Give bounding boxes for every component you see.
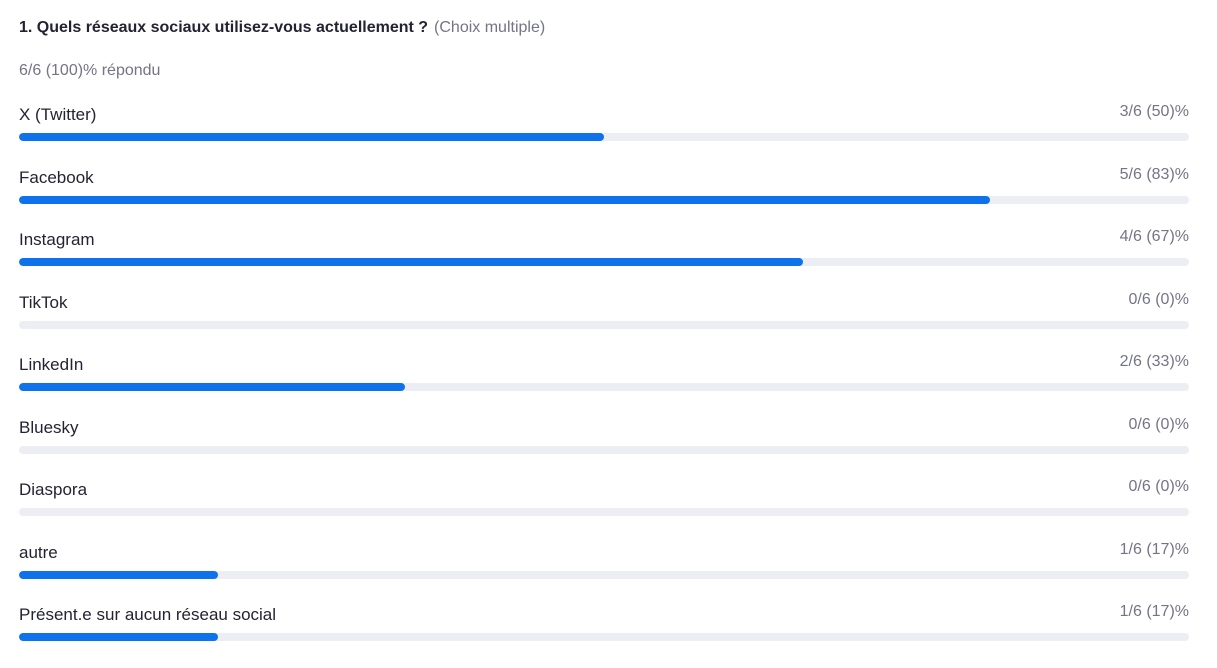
option-result: 1/6 (17)% (1119, 541, 1189, 558)
option-label: autre (19, 543, 58, 562)
poll-option: X (Twitter) 3/6 (50)% (19, 103, 1189, 148)
option-result: 1/6 (17)% (1119, 603, 1189, 620)
progress-track (19, 508, 1189, 516)
poll-option: Bluesky 0/6 (0)% (19, 416, 1189, 461)
option-result: 2/6 (33)% (1119, 353, 1189, 370)
progress-fill (19, 633, 218, 641)
option-result: 4/6 (67)% (1119, 228, 1189, 245)
poll-option: Diaspora 0/6 (0)% (19, 478, 1189, 523)
option-label: Présent.e sur aucun réseau social (19, 605, 277, 624)
progress-fill (19, 133, 604, 141)
progress-fill (19, 383, 406, 391)
poll-option: autre 1/6 (17)% (19, 541, 1189, 586)
poll-option: LinkedIn 2/6 (33)% (19, 353, 1189, 398)
progress-track (19, 196, 1189, 204)
poll-option: TikTok 0/6 (0)% (19, 291, 1189, 336)
option-label: TikTok (19, 293, 68, 312)
option-result: 0/6 (0)% (1128, 478, 1189, 495)
progress-track (19, 446, 1189, 454)
option-label: Facebook (19, 168, 94, 187)
progress-fill (19, 196, 991, 204)
option-label: Diaspora (19, 480, 88, 499)
option-result: 0/6 (0)% (1128, 416, 1189, 433)
progress-track (19, 383, 1189, 391)
poll-option: Facebook 5/6 (83)% (19, 166, 1189, 211)
progress-track (19, 258, 1189, 266)
progress-track (19, 633, 1189, 641)
answered-summary: 6/6 (100)% répondu (19, 62, 161, 79)
question-heading: 1. Quels réseaux sociaux utilisez-vous a… (19, 17, 545, 39)
question-title: 1. Quels réseaux sociaux utilisez-vous a… (19, 19, 429, 36)
option-label: LinkedIn (19, 355, 84, 374)
option-result: 5/6 (83)% (1119, 166, 1189, 183)
option-label: X (Twitter) (19, 105, 97, 124)
progress-track (19, 321, 1189, 329)
option-label: Bluesky (19, 418, 79, 437)
poll-option: Présent.e sur aucun réseau social 1/6 (1… (19, 603, 1189, 648)
option-result: 0/6 (0)% (1128, 291, 1189, 308)
poll-option: Instagram 4/6 (67)% (19, 228, 1189, 273)
question-type: (Choix multiple) (434, 19, 546, 36)
option-label: Instagram (19, 230, 95, 249)
option-result: 3/6 (50)% (1119, 103, 1189, 120)
progress-track (19, 571, 1189, 579)
progress-fill (19, 258, 803, 266)
progress-track (19, 133, 1189, 141)
progress-fill (19, 571, 218, 579)
